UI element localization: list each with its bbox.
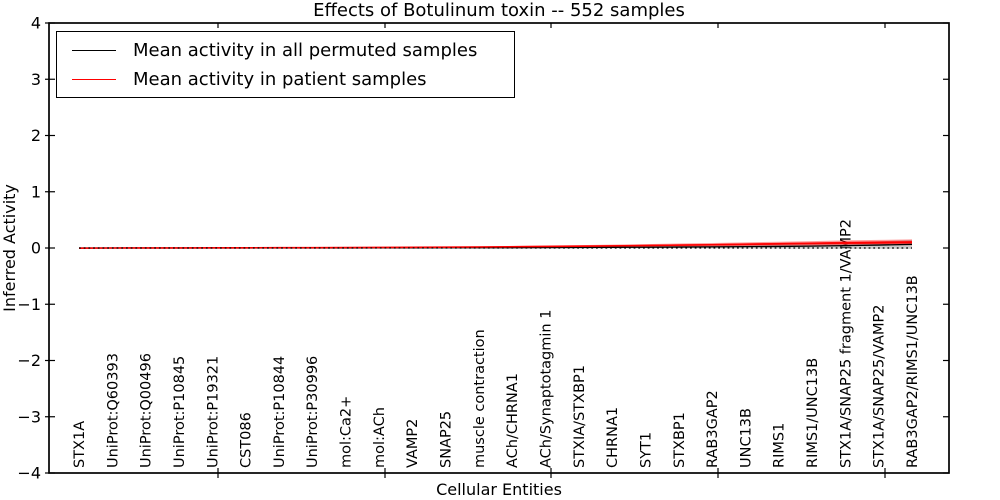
x-tick-label: CST086 [239,412,255,468]
legend-line-sample-red [72,78,116,80]
legend-label: Mean activity in patient samples [133,68,427,90]
x-tick-label: STX1A/SNAP25 fragment 1/VAMP2 [838,219,854,468]
x-tick-label: CHRNA1 [605,407,621,468]
legend-box: Mean activity in all permuted samples Me… [56,31,515,98]
x-tick-label: VAMP2 [405,419,421,468]
y-tick-label: −3 [17,407,41,426]
series-line-patient-mean [78,241,913,250]
x-tick-label: UniProt:P30996 [305,356,321,468]
x-tick-label: UniProt:Q60393 [105,353,121,468]
x-tick-label: STX1A/SNAP25/VAMP2 [872,305,888,468]
x-tick-label: mol:ACh [372,407,388,468]
y-tick-label: 1 [31,182,41,201]
x-axis-title: Cellular Entities [436,480,562,499]
y-tick-label: 3 [31,70,41,89]
chart-title: Effects of Botulinum toxin -- 552 sample… [313,0,685,21]
y-tick-label: −2 [17,351,41,370]
x-tick-label: RAB3GAP2 [705,390,721,468]
legend-entry-permuted: Mean activity in all permuted samples [72,39,514,61]
x-tick-label: RIMS1/UNC13B [805,358,821,468]
x-tick-label: RIMS1 [772,423,788,468]
x-tick-label: ACh/CHRNA1 [505,373,521,468]
y-tick-label: 4 [31,14,41,33]
x-tick-label: UniProt:P10845 [172,356,188,468]
y-tick-label: 2 [31,126,41,145]
x-tick-label: ACh/Synaptotagmin 1 [538,310,554,468]
y-tick-label: −4 [17,464,41,483]
x-tick-label: UNC13B [738,408,754,468]
y-tick-label: −1 [17,295,41,314]
x-tick-label: RAB3GAP2/RIMS1/UNC13B [905,275,921,468]
x-tick-label: UniProt:P19321 [205,356,221,468]
x-tick-label: STXBP1 [672,412,688,468]
x-tick-label: UniProt:Q00496 [139,353,155,468]
x-tick-label: STXIA/STXBP1 [572,365,588,468]
x-tick-label: UniProt:P10844 [272,356,288,468]
x-tick-label: SNAP25 [439,411,455,468]
legend-line-sample-black [72,49,116,51]
x-tick-label: STX1A [72,421,88,468]
x-tick-label: mol:Ca2+ [339,396,355,468]
legend-label: Mean activity in all permuted samples [133,39,478,61]
x-tick-label: SYT1 [638,432,654,468]
x-tick-label: muscle contraction [472,329,488,468]
band-patient [79,239,912,249]
legend-entry-patient: Mean activity in patient samples [72,68,514,90]
y-tick-label: 0 [31,239,41,258]
